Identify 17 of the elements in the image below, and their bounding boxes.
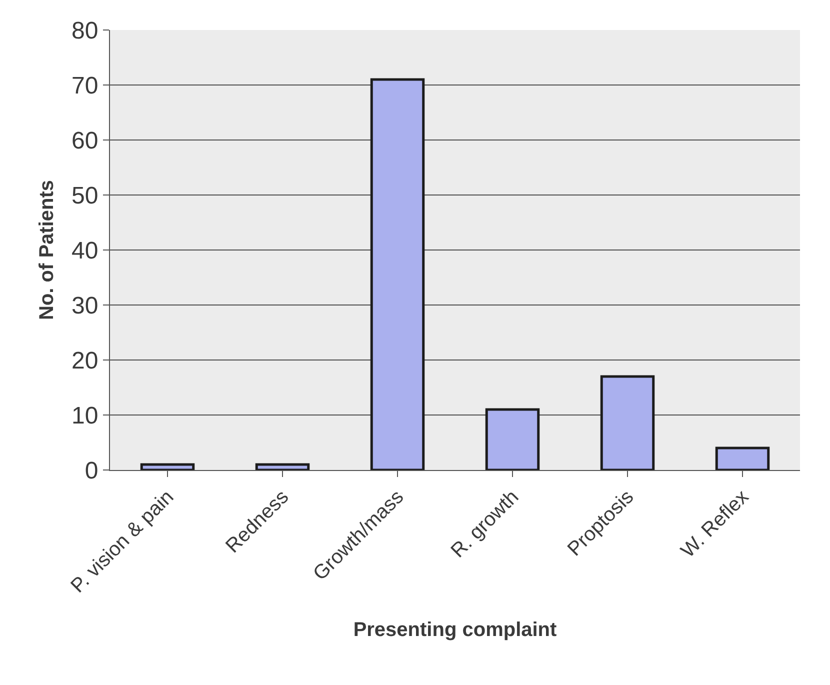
bar — [140, 463, 195, 470]
bar — [370, 78, 425, 470]
y-tick-label: 10 — [71, 402, 98, 430]
y-tick-label: 0 — [84, 457, 98, 484]
y-axis-title: No. of Patients — [36, 180, 58, 320]
bar — [715, 446, 770, 470]
y-tick-label: 50 — [71, 182, 98, 210]
y-tick-label: 70 — [71, 72, 98, 100]
y-tick-label: 20 — [71, 347, 98, 374]
bar — [600, 375, 655, 470]
y-tick-label: 30 — [71, 292, 98, 320]
y-tick-label: 60 — [71, 127, 98, 154]
x-axis-title: Presenting complaint — [353, 618, 558, 641]
bar — [485, 408, 540, 470]
bar — [255, 463, 310, 470]
y-tick-label: 80 — [71, 17, 98, 44]
y-tick-label: 40 — [71, 237, 98, 264]
